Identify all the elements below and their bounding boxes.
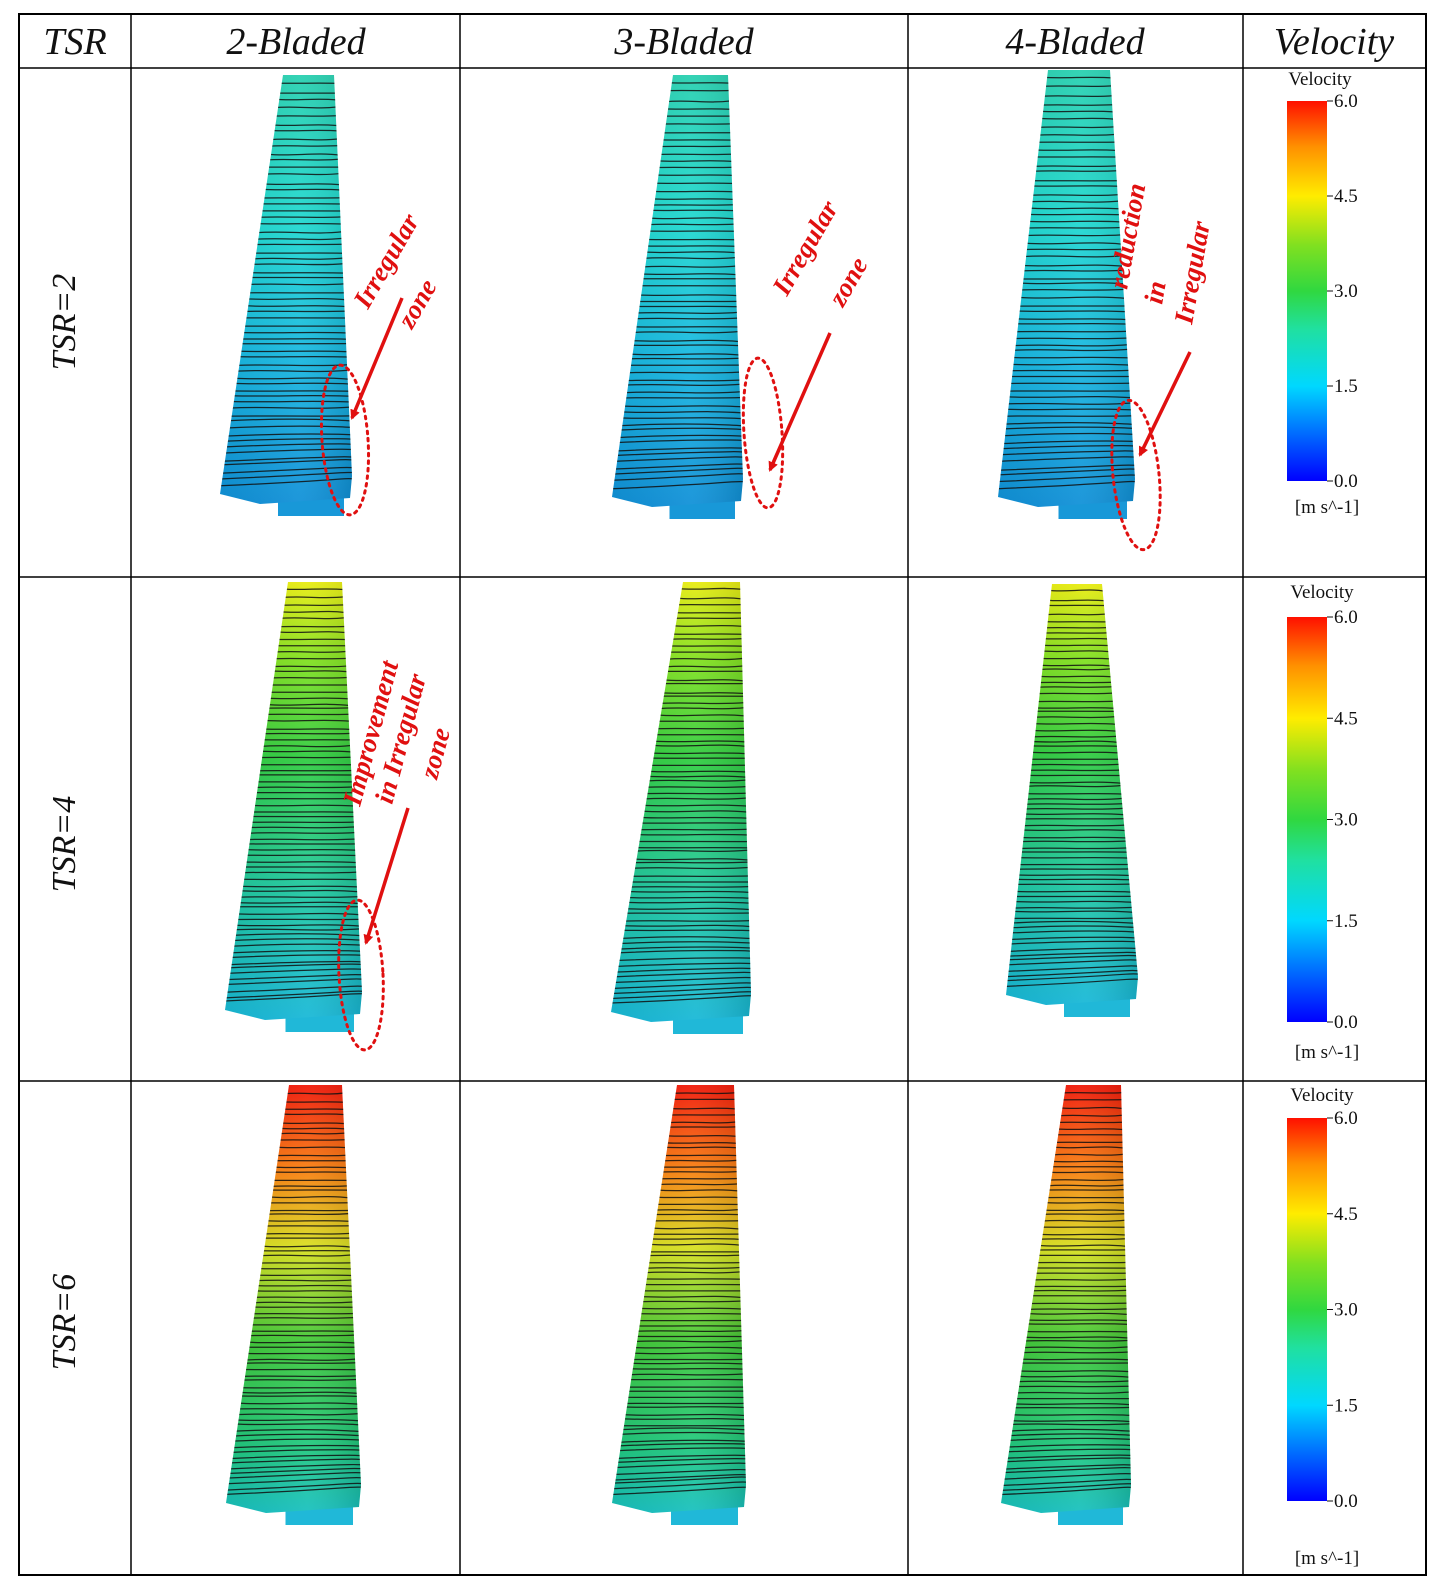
- colorbar-tick-label: 3.0: [1334, 1300, 1358, 1321]
- row-label-tsr4: TSR=4: [46, 796, 83, 893]
- annotation-text-irregular-4b: Irregular: [1168, 218, 1216, 327]
- row-label-tsr2: TSR=2: [46, 274, 83, 371]
- header-3-bladed: 3-Bladed: [613, 21, 754, 63]
- annotation-text-in-4b: in: [1138, 279, 1171, 306]
- colorbar-tick-label: 4.5: [1334, 1204, 1358, 1225]
- colorbar-tsr2: Velocity 6.0 4.5 3.0 1.5 0.0 [m s^-1]: [1287, 69, 1359, 518]
- table-grid: [18, 13, 1427, 1576]
- velocity-colorbars: Velocity 6.0 4.5 3.0 1.5 0.0 [m s^-1] Veloci…: [1287, 69, 1359, 1569]
- colorbar-tsr4: Velocity 6.0 4.5 3.0 1.5 0.0 [m s^-1]: [1287, 582, 1359, 1063]
- blade-surface: [611, 582, 751, 1034]
- header-tsr: TSR: [43, 21, 106, 63]
- header-2-bladed: 2-Bladed: [226, 21, 366, 63]
- header-velocity: Velocity: [1274, 21, 1394, 63]
- annotation-text-zone-2b: zone: [391, 274, 443, 334]
- colorbar-tick-label: 3.0: [1334, 281, 1358, 302]
- blade-surface: [612, 75, 743, 519]
- colorbar-tick-label: 6.0: [1334, 1108, 1358, 1129]
- blade-surface: [1006, 584, 1138, 1017]
- blade-surface: [226, 1085, 361, 1525]
- colorbar-tick-label: 3.0: [1334, 810, 1358, 831]
- colorbar-tick-label: 0.0: [1334, 471, 1358, 492]
- colorbar-unit: [m s^-1]: [1295, 1042, 1359, 1063]
- colorbar-tick-label: 1.5: [1334, 1395, 1358, 1416]
- colorbar-unit: [m s^-1]: [1295, 1548, 1359, 1569]
- colorbar-title: Velocity: [1288, 69, 1352, 90]
- annotation-irregular-zone-3-bladed: Irregular zone: [741, 195, 874, 510]
- row-label-tsr6: TSR=6: [46, 1274, 83, 1371]
- annotation-text-zone-4tsr: zone: [414, 725, 456, 783]
- colorbar-tick-label: 6.0: [1334, 91, 1358, 112]
- colorbar-title: Velocity: [1290, 1085, 1354, 1106]
- colorbar-tick-label: 0.0: [1334, 1491, 1358, 1512]
- colorbar-title: Velocity: [1290, 582, 1354, 603]
- annotation-text-zone-3b: zone: [822, 252, 874, 312]
- colorbar-tick-label: 1.5: [1334, 911, 1358, 932]
- blade-surface: [1001, 1085, 1131, 1525]
- colorbar-tick-label: 6.0: [1334, 607, 1358, 628]
- blade-surface: [220, 75, 352, 516]
- colorbar-tick-label: 1.5: [1334, 376, 1358, 397]
- blade-surface: [225, 582, 362, 1032]
- colorbar-tick-label: 4.5: [1334, 708, 1358, 729]
- colorbar-tick-label: 4.5: [1334, 186, 1358, 207]
- colorbar-tsr6: Velocity 6.0 4.5 3.0 1.5 0.0 [m s^-1]: [1287, 1085, 1359, 1569]
- blade-surface: [612, 1085, 746, 1525]
- colorbar-unit: [m s^-1]: [1295, 497, 1359, 518]
- colorbar-tick-label: 0.0: [1334, 1012, 1358, 1033]
- blade-images: [220, 70, 1138, 1525]
- blade-surface: [998, 70, 1135, 519]
- header-4-bladed: 4-Bladed: [1005, 21, 1145, 63]
